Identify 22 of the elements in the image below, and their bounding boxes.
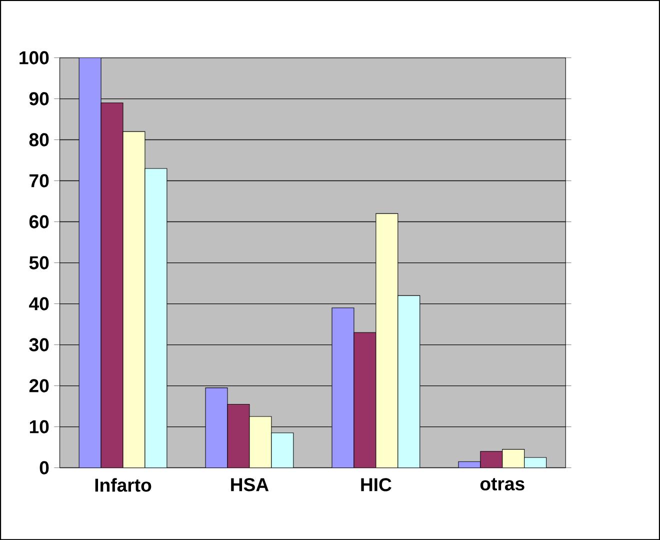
bar <box>205 387 228 468</box>
y-tick-label: 70 <box>30 174 49 188</box>
x-tick-label: Infarto <box>95 478 152 492</box>
y-tick-label: 40 <box>29 297 49 310</box>
x-tick-label: HSA <box>231 478 269 492</box>
bar <box>332 308 354 468</box>
y-tick-label: 100 <box>20 51 49 64</box>
y-tick-label: 10 <box>30 420 49 434</box>
bar <box>502 448 525 468</box>
y-tick-label: 30 <box>29 338 49 352</box>
bar <box>78 58 102 468</box>
y-tick-label: 0 <box>40 461 49 474</box>
bar <box>249 416 272 468</box>
bar <box>122 131 146 468</box>
x-tick-label: HIC <box>361 478 392 492</box>
x-tick-label: otras <box>480 478 524 490</box>
y-tick-label: 60 <box>29 215 49 228</box>
y-tick-label: 90 <box>29 92 49 106</box>
y-tick-label: 20 <box>29 379 49 392</box>
y-tick-label: 80 <box>29 133 49 146</box>
bar <box>376 213 398 468</box>
y-tick-label: 50 <box>29 256 49 270</box>
